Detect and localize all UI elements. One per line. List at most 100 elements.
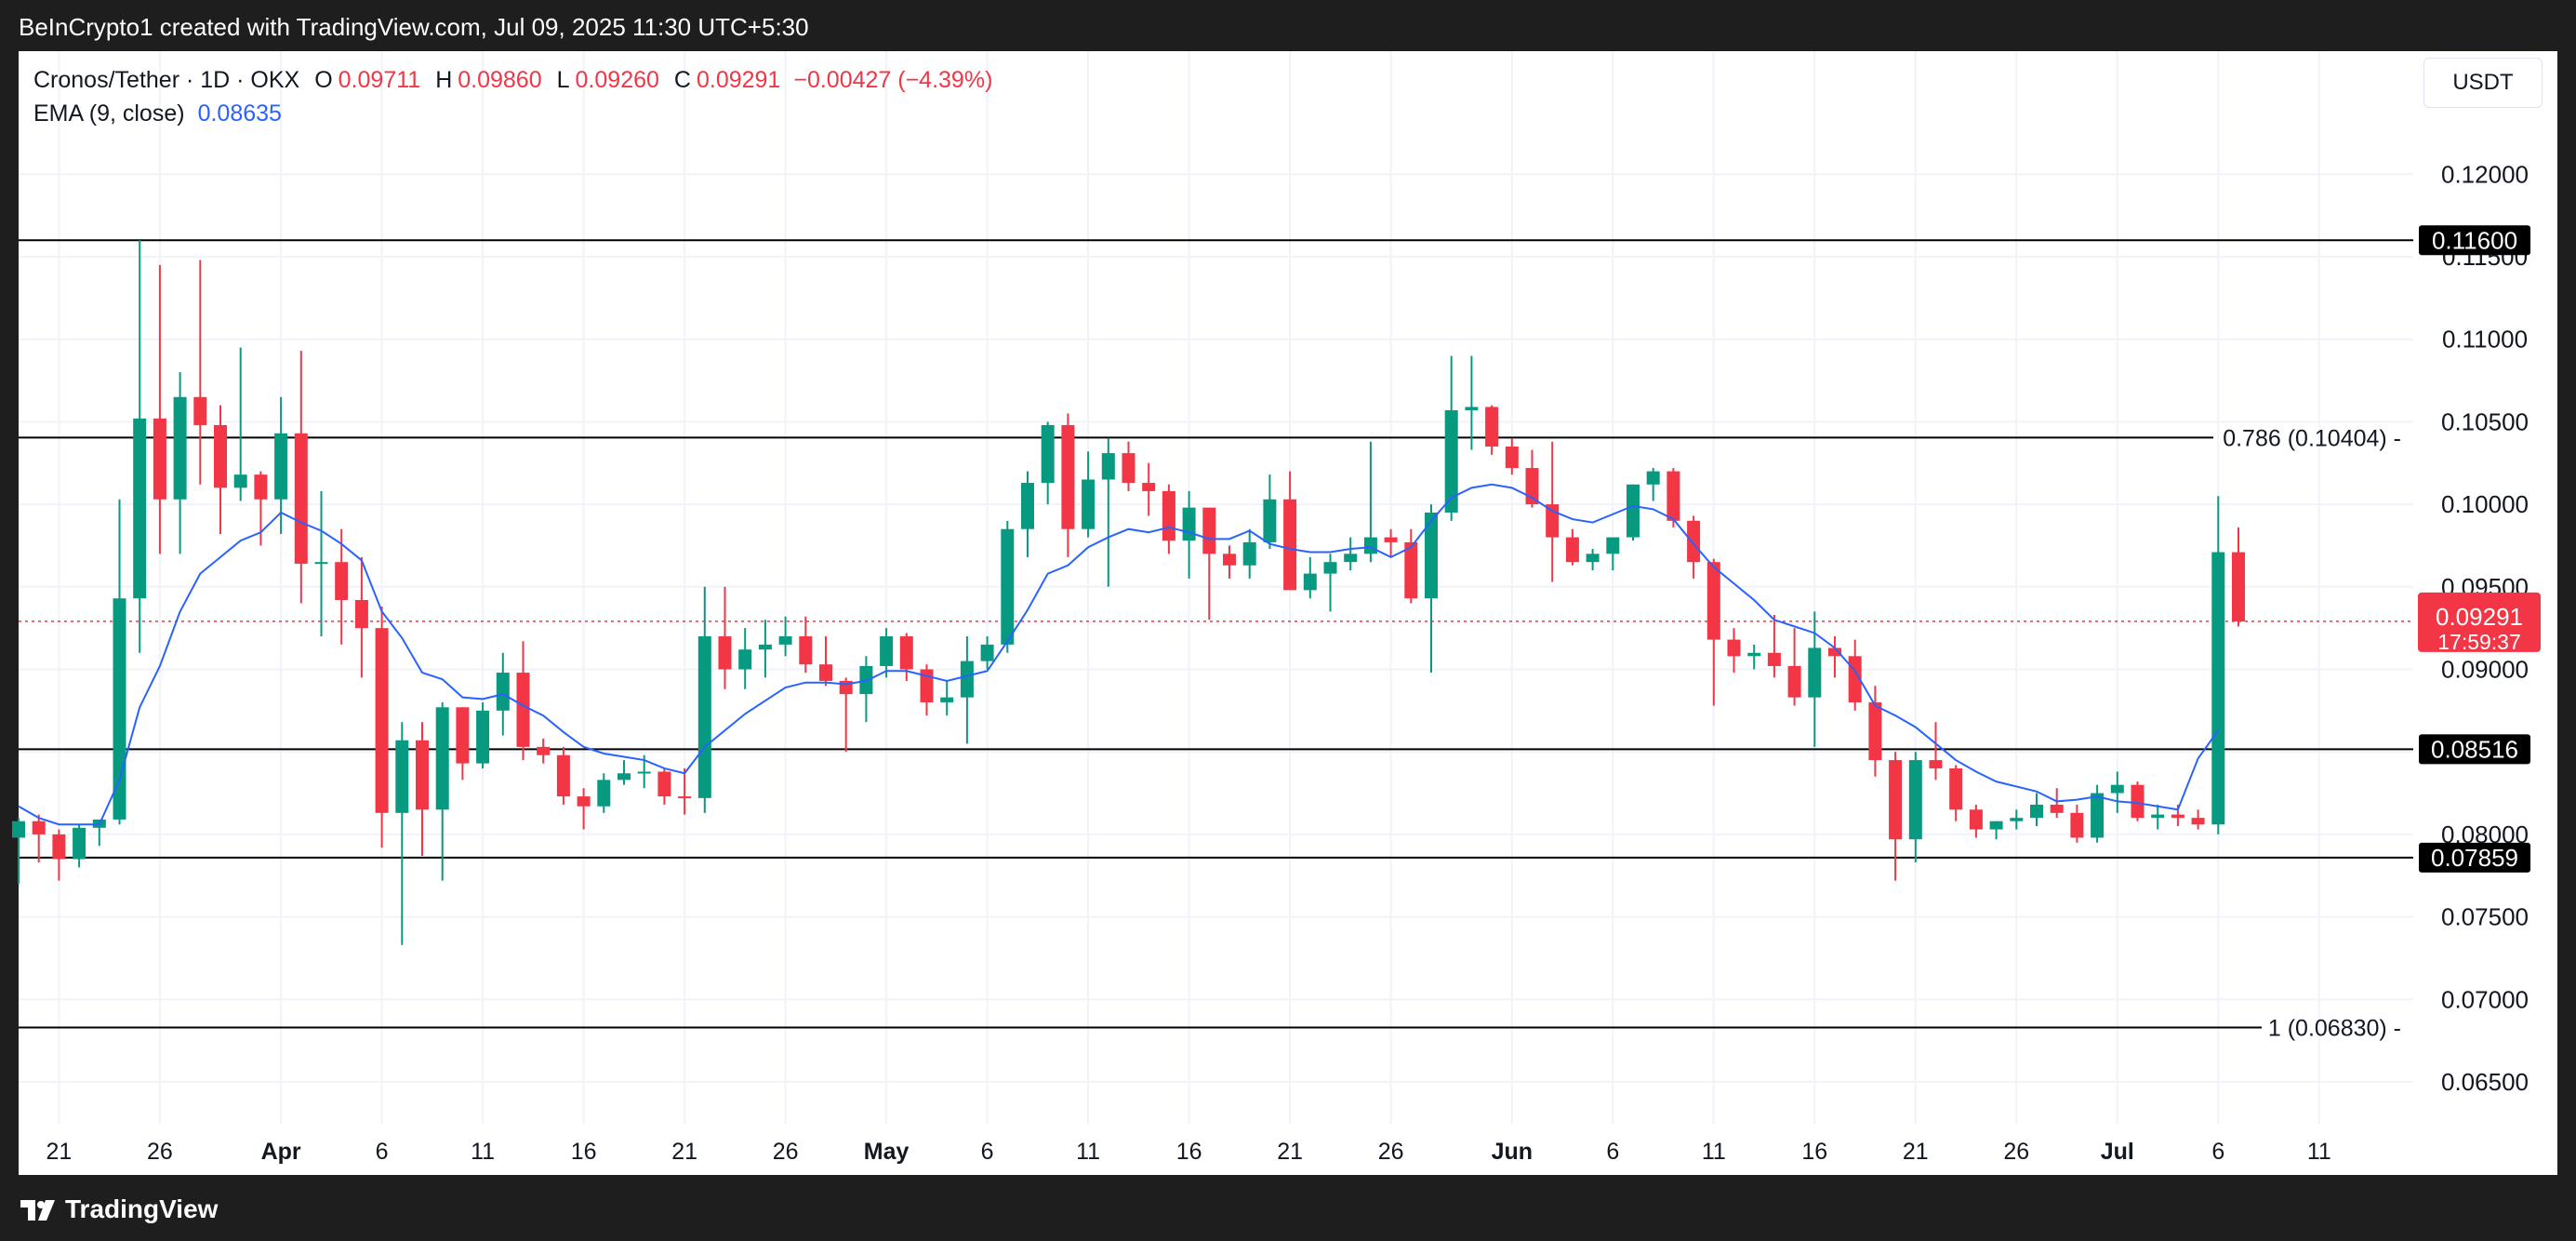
- candle-body[interactable]: [2110, 784, 2124, 794]
- candle-body[interactable]: [335, 562, 349, 600]
- candle-body[interactable]: [1122, 453, 1135, 484]
- candle-body[interactable]: [1505, 447, 1519, 469]
- candle-body[interactable]: [940, 697, 954, 702]
- candle-body[interactable]: [476, 710, 490, 764]
- candle-body[interactable]: [1485, 407, 1499, 447]
- candle-body[interactable]: [294, 433, 308, 564]
- candle-body[interactable]: [1323, 562, 1337, 574]
- candle-body[interactable]: [214, 424, 227, 488]
- candle-body[interactable]: [274, 433, 288, 500]
- candle-body[interactable]: [1868, 701, 1882, 761]
- candle-body[interactable]: [1182, 507, 1196, 541]
- currency-button[interactable]: USDT: [2423, 58, 2543, 108]
- candle-body[interactable]: [2211, 552, 2225, 825]
- candle-body[interactable]: [819, 664, 832, 681]
- candle-body[interactable]: [32, 821, 46, 834]
- candle-body[interactable]: [899, 636, 913, 670]
- candle-body[interactable]: [2131, 784, 2144, 819]
- chart-panel[interactable]: [19, 51, 2557, 1175]
- candle-body[interactable]: [657, 771, 671, 797]
- ema-line[interactable]: [18, 483, 2220, 826]
- candle-body[interactable]: [1363, 537, 1377, 554]
- tradingview-brand[interactable]: TradingView: [20, 1194, 218, 1224]
- candle-body[interactable]: [1949, 767, 1963, 810]
- candle-body[interactable]: [133, 418, 147, 599]
- candle-body[interactable]: [314, 562, 328, 565]
- candle-body[interactable]: [1142, 483, 1156, 491]
- candle-body[interactable]: [354, 599, 368, 629]
- candle-body[interactable]: [395, 740, 409, 813]
- candle-body[interactable]: [1162, 490, 1175, 541]
- candle-body[interactable]: [1787, 665, 1801, 698]
- candle-body[interactable]: [1082, 479, 1095, 529]
- candle-body[interactable]: [1061, 424, 1075, 529]
- candle-body[interactable]: [1546, 504, 1560, 538]
- candle-body[interactable]: [1687, 520, 1701, 563]
- candle-body[interactable]: [233, 474, 247, 488]
- candle-body[interactable]: [2151, 814, 2165, 819]
- candle-body[interactable]: [799, 636, 813, 665]
- candle-body[interactable]: [577, 796, 591, 807]
- candle-body[interactable]: [1021, 483, 1034, 529]
- candle-body[interactable]: [2091, 793, 2105, 838]
- candle-body[interactable]: [254, 474, 268, 500]
- candle-body[interactable]: [1828, 647, 1841, 657]
- candle-body[interactable]: [73, 827, 86, 860]
- candle-body[interactable]: [1242, 541, 1256, 566]
- candle-body[interactable]: [1263, 499, 1277, 542]
- candle-body[interactable]: [435, 707, 449, 810]
- candle-body[interactable]: [1706, 562, 1720, 640]
- candle-body[interactable]: [617, 773, 631, 781]
- candle-body[interactable]: [2010, 818, 2024, 821]
- candle-body[interactable]: [1666, 471, 1680, 521]
- candle-body[interactable]: [1384, 537, 1398, 542]
- candle-body[interactable]: [1425, 512, 1438, 599]
- candle-body[interactable]: [1001, 528, 1015, 645]
- candle-body[interactable]: [516, 673, 530, 747]
- candle-body[interactable]: [496, 673, 510, 711]
- candle-body[interactable]: [2050, 804, 2064, 813]
- symbol-label[interactable]: Cronos/Tether · 1D · OKX: [33, 67, 300, 93]
- candle-body[interactable]: [1908, 760, 1922, 840]
- candle-body[interactable]: [1101, 453, 1115, 480]
- candle-body[interactable]: [1223, 554, 1236, 566]
- candle-body[interactable]: [1303, 573, 1317, 591]
- candle-body[interactable]: [1525, 468, 1539, 505]
- candle-body[interactable]: [537, 746, 551, 755]
- candle-body[interactable]: [2232, 552, 2245, 622]
- candle-body[interactable]: [1586, 554, 1600, 563]
- candle-body[interactable]: [456, 707, 470, 764]
- candle-body[interactable]: [778, 636, 792, 645]
- candle-body[interactable]: [2030, 804, 2043, 819]
- candle-body[interactable]: [173, 396, 187, 500]
- candle-body[interactable]: [153, 418, 166, 500]
- candle-body[interactable]: [1465, 407, 1479, 410]
- candle-body[interactable]: [1889, 760, 1903, 840]
- candle-body[interactable]: [1606, 537, 1620, 554]
- candle-body[interactable]: [52, 834, 66, 860]
- candle-body[interactable]: [113, 598, 126, 820]
- candle-body[interactable]: [556, 754, 570, 797]
- candle-body[interactable]: [637, 771, 651, 774]
- candle-body[interactable]: [1344, 554, 1358, 563]
- candle-body[interactable]: [718, 636, 732, 670]
- candle-body[interactable]: [980, 644, 994, 661]
- candle-body[interactable]: [2191, 818, 2205, 825]
- candle-body[interactable]: [880, 636, 894, 666]
- candle-body[interactable]: [1202, 507, 1216, 554]
- candle-body[interactable]: [1404, 541, 1418, 599]
- candle-body[interactable]: [738, 649, 752, 670]
- candle-body[interactable]: [1444, 409, 1458, 513]
- candle-body[interactable]: [12, 821, 25, 838]
- candle-body[interactable]: [597, 780, 611, 807]
- candle-body[interactable]: [1727, 639, 1741, 657]
- candle-body[interactable]: [1283, 499, 1297, 591]
- candle-body[interactable]: [193, 396, 207, 425]
- candle-body[interactable]: [758, 644, 772, 650]
- candle-body[interactable]: [1646, 471, 1660, 485]
- candle-body[interactable]: [1565, 537, 1579, 563]
- candle-body[interactable]: [960, 661, 974, 698]
- candle-body[interactable]: [1969, 809, 1983, 830]
- candle-body[interactable]: [697, 636, 711, 798]
